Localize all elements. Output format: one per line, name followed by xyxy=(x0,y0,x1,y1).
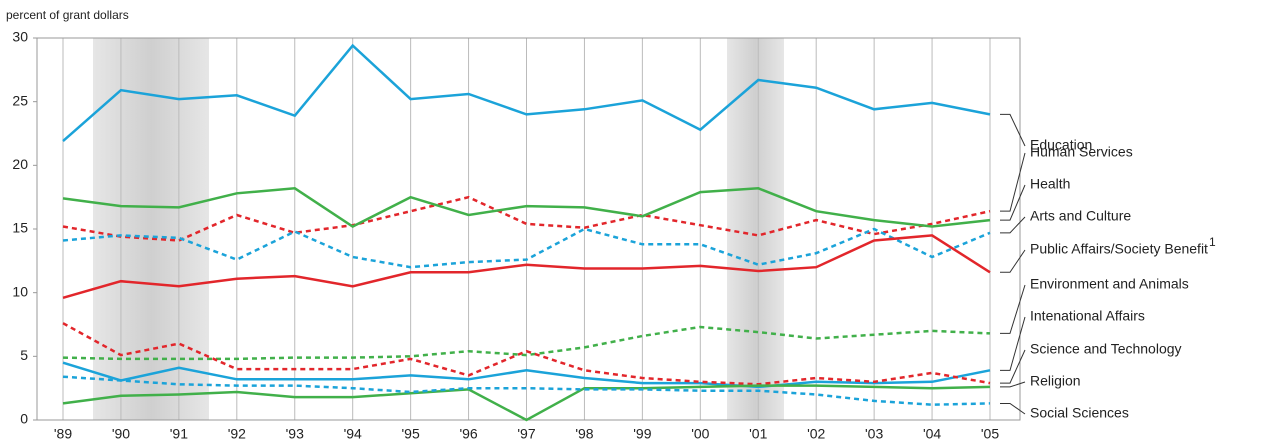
legend-leader xyxy=(1000,349,1026,384)
x-tick-label: '00 xyxy=(691,426,709,442)
legend-leader xyxy=(1000,316,1026,371)
x-tick-label: '89 xyxy=(54,426,72,442)
x-tick-label: '98 xyxy=(575,426,593,442)
legend-label: Human Services xyxy=(1030,144,1133,160)
legend-label: Social Sciences xyxy=(1030,405,1129,421)
legend-leader xyxy=(1000,152,1026,212)
x-tick-label: '94 xyxy=(344,426,362,442)
series-line xyxy=(62,187,991,228)
legend-leader xyxy=(1000,284,1026,334)
series-line xyxy=(62,322,991,386)
y-tick-label: 15 xyxy=(12,220,28,236)
y-tick-label: 25 xyxy=(12,92,28,108)
series-line xyxy=(62,375,991,406)
series-line xyxy=(62,325,991,361)
legend-leader xyxy=(1000,402,1026,415)
recession-band xyxy=(93,38,209,420)
x-tick-label: '91 xyxy=(170,426,188,442)
x-tick-label: '01 xyxy=(749,426,767,442)
y-tick-label: 20 xyxy=(12,156,28,172)
recession-band xyxy=(727,38,784,420)
legend-leader xyxy=(1000,184,1026,221)
legend-label: Science and Technology xyxy=(1030,341,1182,357)
y-tick-label: 0 xyxy=(20,411,28,427)
x-tick-label: '93 xyxy=(286,426,304,442)
series-line xyxy=(62,227,991,269)
legend-label: Arts and Culture xyxy=(1030,208,1131,224)
series-line xyxy=(62,384,991,422)
y-tick-label: 5 xyxy=(20,347,28,363)
x-tick-label: '02 xyxy=(807,426,825,442)
y-tick-label: 30 xyxy=(12,29,28,45)
x-tick-label: '97 xyxy=(517,426,535,442)
legend-leader xyxy=(1000,249,1026,273)
legend-label: Intenational Affairs xyxy=(1030,308,1145,324)
y-tick-label: 10 xyxy=(12,283,28,299)
legend-leader xyxy=(1000,113,1026,147)
x-tick-label: '95 xyxy=(402,426,420,442)
x-tick-label: '90 xyxy=(112,426,130,442)
legend-label: Health xyxy=(1030,176,1070,192)
series-line xyxy=(62,43,991,143)
x-tick-label: '03 xyxy=(865,426,883,442)
y-axis-label: percent of grant dollars xyxy=(6,8,129,22)
x-tick-label: '96 xyxy=(459,426,477,442)
series-line xyxy=(62,361,991,389)
x-tick-label: '04 xyxy=(923,426,941,442)
x-tick-label: '05 xyxy=(981,426,999,442)
legend-label: Education xyxy=(1030,137,1092,153)
x-tick-label: '92 xyxy=(228,426,246,442)
legend-label: Religion xyxy=(1030,373,1081,389)
legend-leader xyxy=(1000,381,1026,388)
x-tick-label: '99 xyxy=(633,426,651,442)
legend-label: Environment and Animals xyxy=(1030,276,1189,292)
series-line xyxy=(62,234,991,300)
legend-label: Public Affairs/Society Benefit xyxy=(1030,241,1208,257)
legend-leader xyxy=(1000,216,1026,234)
footnote-marker: 1 xyxy=(1209,235,1216,249)
